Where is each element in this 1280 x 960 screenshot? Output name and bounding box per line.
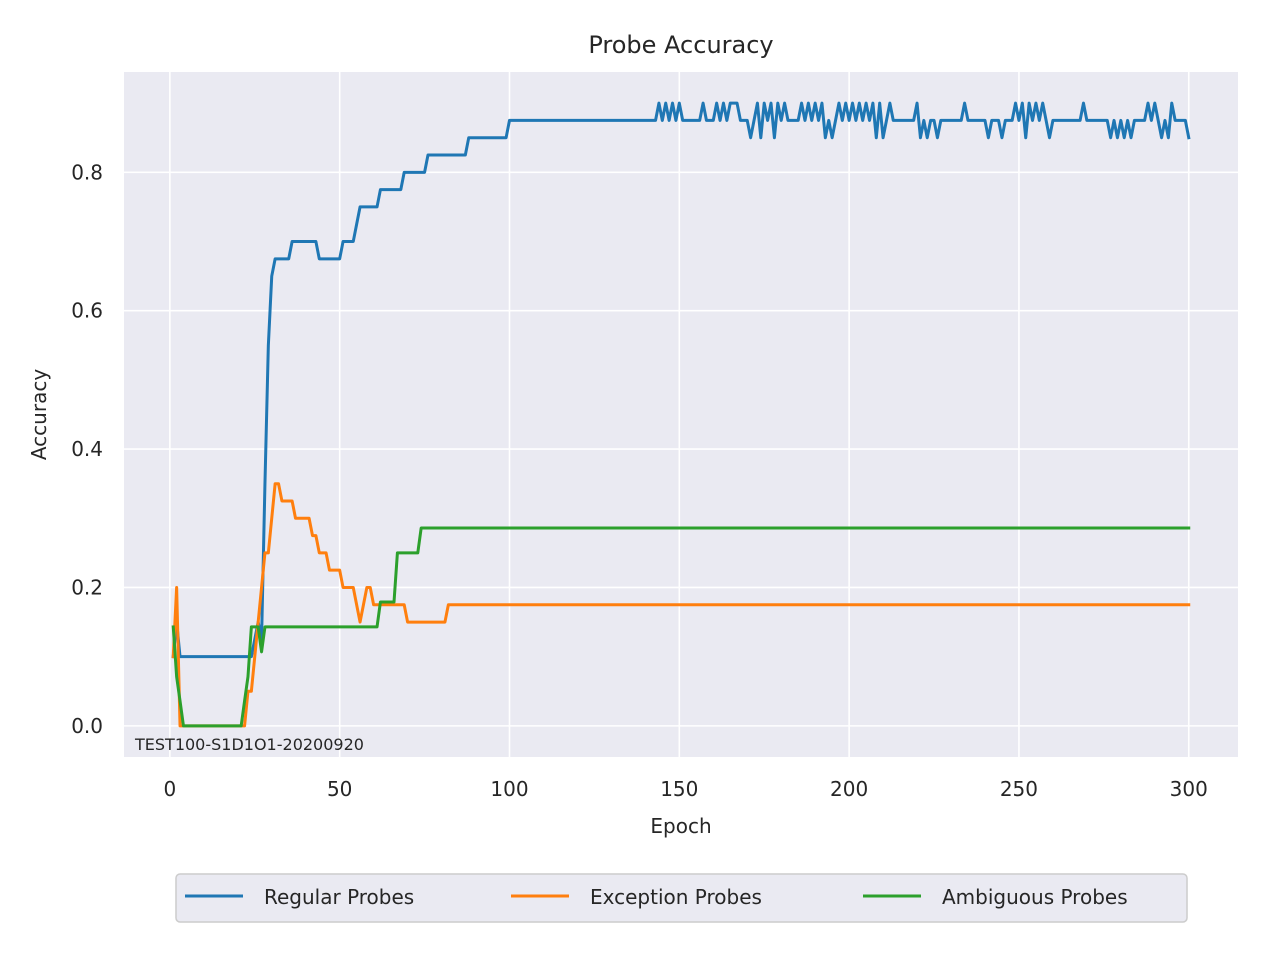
y-axis-label: Accuracy [27,369,51,460]
x-axis: 0 50 100 150 200 250 300 [163,777,1207,801]
legend-label-0: Regular Probes [264,885,414,909]
grid [124,72,1238,757]
x-tick-label: 300 [1170,777,1208,801]
series-line-0 [171,101,1191,659]
legend-label-2: Ambiguous Probes [942,885,1128,909]
plot-area [124,72,1238,757]
legend-label-1: Exception Probes [590,885,762,909]
chart-title: Probe Accuracy [588,31,773,59]
x-tick-label: 100 [490,777,528,801]
legend-frame [175,873,1188,923]
y-tick-label: 0.8 [71,160,103,184]
run-id-annotation: TEST100-S1D1O1-20200920 [134,735,364,754]
legend: Regular Probes Exception Probes Ambiguous … [175,873,1188,923]
series-line-2 [171,526,1191,728]
x-axis-label: Epoch [650,814,711,838]
x-tick-label: 50 [327,777,352,801]
x-tick-label: 250 [1000,777,1038,801]
y-tick-label: 0.6 [71,299,103,323]
y-axis: 0.0 0.2 0.4 0.6 0.8 [71,160,103,738]
series-line-1 [171,482,1191,728]
x-tick-label: 0 [163,777,176,801]
series-layer [171,101,1191,728]
x-tick-label: 150 [660,777,698,801]
y-tick-label: 0.4 [71,437,103,461]
y-tick-label: 0.0 [71,714,103,738]
x-tick-label: 200 [830,777,868,801]
y-tick-label: 0.2 [71,575,103,599]
